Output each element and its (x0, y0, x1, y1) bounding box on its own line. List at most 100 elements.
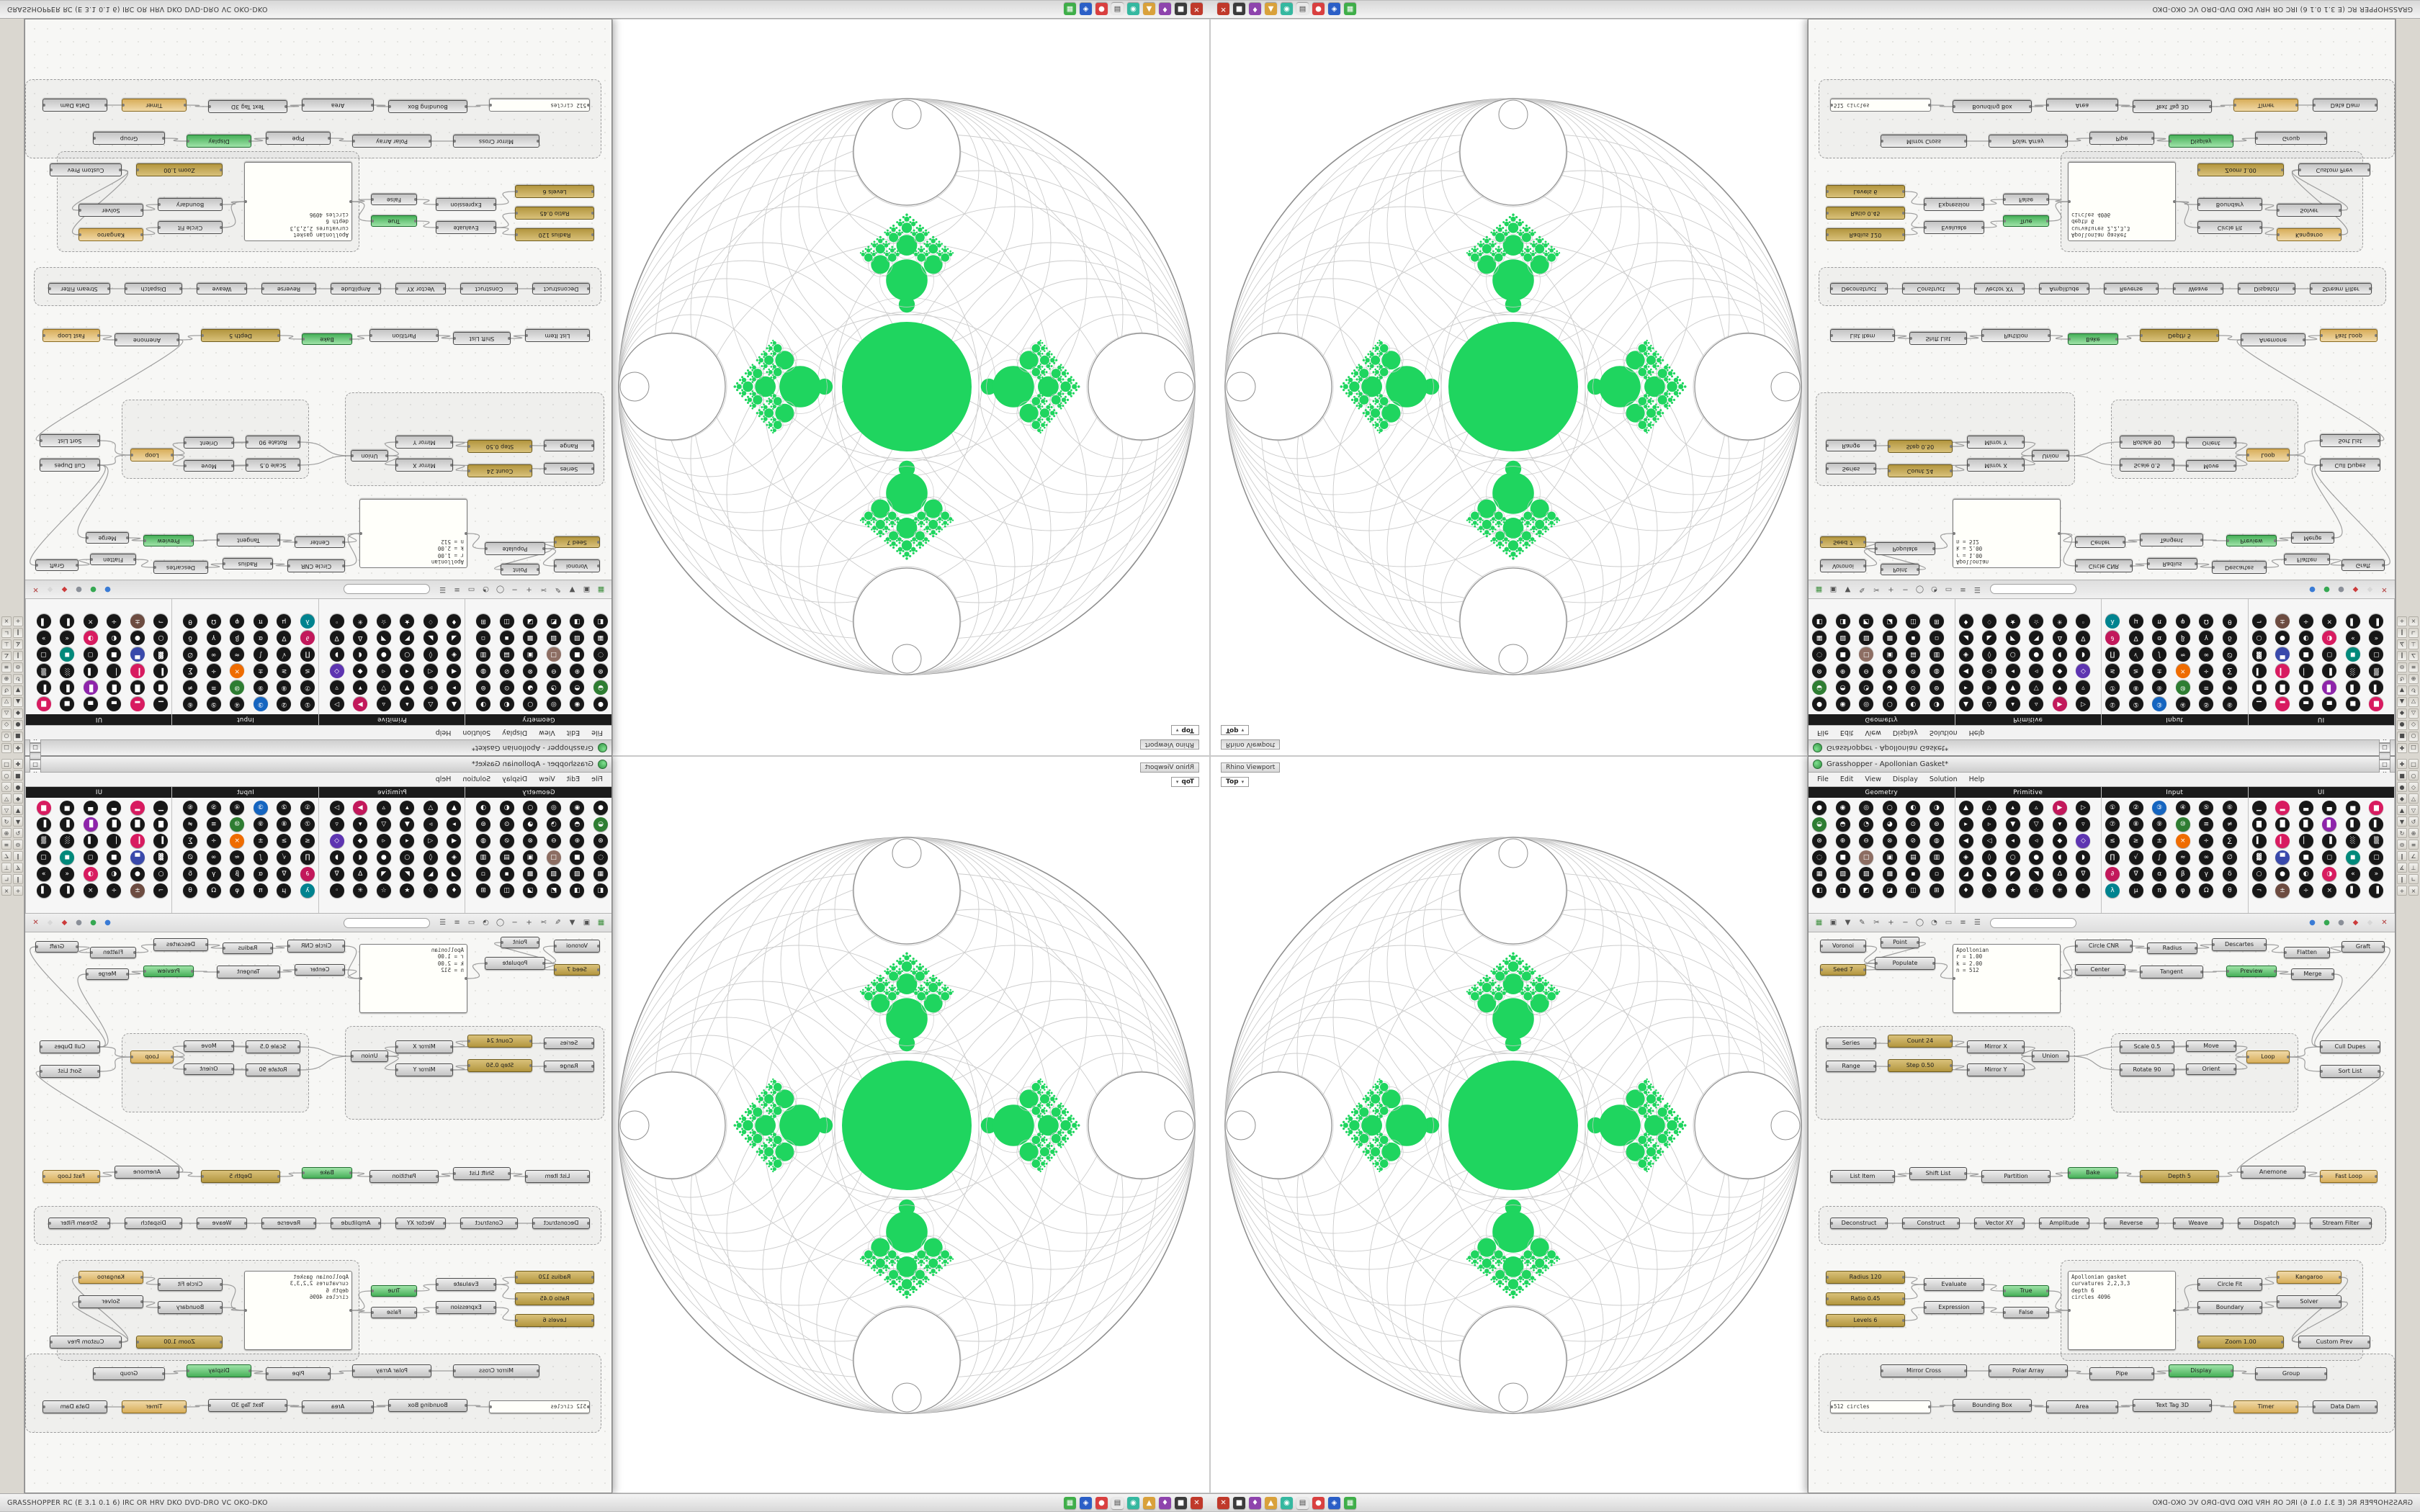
gh-component[interactable]: Stream Filter (2310, 1218, 2372, 1229)
gh-component[interactable]: Range (544, 440, 594, 451)
palette-icon[interactable]: ∅ (183, 647, 198, 662)
palette-icon[interactable]: ◒ (593, 817, 608, 832)
gh-component[interactable]: Expression (1924, 198, 1984, 211)
gh-component[interactable]: Loop (130, 449, 174, 462)
palette-icon[interactable]: ◻ (2322, 850, 2337, 865)
palette-icon[interactable]: ● (376, 850, 391, 865)
gh-component[interactable]: Depth 5 (201, 329, 280, 342)
palette-icon[interactable]: ⊛ (593, 664, 608, 678)
gh-component[interactable]: Sort List (2320, 434, 2380, 447)
palette-icon[interactable]: ▅ (2345, 697, 2360, 711)
gh-component[interactable]: Graft (35, 559, 79, 571)
taskbar-icon-orange-app[interactable]: ▲ (1265, 3, 1277, 16)
palette-icon[interactable]: β (2175, 867, 2190, 881)
palette-icon[interactable]: ▇ (2251, 817, 2267, 832)
palette-icon[interactable]: ⑦ (300, 817, 315, 832)
palette-icon[interactable]: ⑨ (2152, 817, 2167, 832)
palette-tab-geometry[interactable]: Geometry (465, 787, 611, 798)
gh-component[interactable]: Custom Prev (2298, 1336, 2370, 1349)
palette-icon[interactable]: ✳ (353, 883, 368, 898)
sidebar-tool-icon[interactable]: ○ (1, 732, 12, 742)
palette-icon[interactable]: ◢ (1958, 631, 1973, 645)
palette-icon[interactable]: ◪ (1882, 883, 1897, 898)
maximize-button[interactable]: □ (30, 760, 41, 769)
palette-icon[interactable]: ▸ (1958, 817, 1973, 832)
palette-icon[interactable]: ▃ (2298, 697, 2313, 711)
palette-icon[interactable]: ▲ (447, 697, 462, 711)
palette-icon[interactable]: ◧ (1812, 883, 1827, 898)
taskbar-icon-blue-app[interactable]: ◈ (1080, 3, 1092, 16)
palette-tab-primitive[interactable]: Primitive (1955, 787, 2101, 798)
taskbar-icon-blue-app[interactable]: ◈ (1328, 1496, 1340, 1509)
toolbar-icon[interactable]: + (1888, 919, 1894, 927)
gh-component[interactable]: Scale 0.5 (246, 459, 300, 472)
palette-icon[interactable]: ± (2152, 664, 2167, 678)
palette-icon[interactable]: ░ (60, 834, 75, 848)
taskbar-icon-orange-app[interactable]: ▲ (1143, 1496, 1155, 1509)
grasshopper-titlebar[interactable]: Grasshopper - Apollonian Gasket* –□✕ (25, 756, 611, 778)
gh-component[interactable]: Shift List (1909, 1167, 1967, 1180)
gh-component[interactable]: Zoom 1.00 (2197, 1336, 2284, 1349)
gh-component[interactable]: Pipe (266, 132, 331, 145)
preview-mode-icon[interactable]: ◆ (61, 585, 68, 593)
gh-component[interactable]: 512 circles (489, 1400, 590, 1413)
palette-icon[interactable]: ⊚ (1929, 680, 1944, 695)
palette-icon[interactable]: ▨ (546, 867, 561, 881)
node-canvas[interactable]: Voronoi Point Populate Seed 7 Apollonian r =… (25, 932, 611, 1493)
palette-icon[interactable]: ◧ (1812, 614, 1827, 629)
palette-icon[interactable]: ∆ (2052, 867, 2067, 881)
palette-icon[interactable]: λ (300, 614, 315, 629)
palette-icon[interactable]: ⊚ (1929, 817, 1944, 832)
preview-mode-icon[interactable]: ● (90, 919, 97, 927)
palette-icon[interactable]: γ (2199, 631, 2214, 645)
taskbar-icon-green-grid[interactable]: ▦ (1344, 1496, 1356, 1509)
taskbar-icon-light-app[interactable]: ▤ (1296, 1496, 1309, 1509)
toolbar-icon[interactable]: ✎ (1859, 585, 1865, 593)
sidebar-tool-icon[interactable]: ⊥ (1, 863, 12, 873)
palette-icon[interactable]: ▽ (2029, 680, 2044, 695)
gh-component[interactable]: Union (2032, 1050, 2069, 1062)
gh-component[interactable]: Solver (79, 1295, 143, 1308)
taskbar-icon-dark-app[interactable]: ■ (1175, 1496, 1187, 1509)
palette-icon[interactable]: △ (423, 697, 438, 711)
gh-component[interactable]: Ratio 0.45 (1826, 1292, 1905, 1305)
sidebar-tool-icon[interactable]: ↺ (2408, 816, 2419, 827)
gh-component[interactable]: Vector XY (395, 1218, 446, 1229)
palette-icon[interactable]: » (36, 631, 51, 645)
palette-icon[interactable]: ▀ (2275, 647, 2290, 662)
palette-icon[interactable]: ▣ (523, 850, 538, 865)
sidebar-tool-icon[interactable]: ∥ (2397, 628, 2407, 638)
palette-icon[interactable]: ≥ (2128, 834, 2143, 848)
palette-icon[interactable]: ▾ (353, 817, 368, 832)
gh-component[interactable]: Union (351, 1050, 388, 1062)
gh-component[interactable]: Scale 0.5 (2120, 459, 2174, 472)
sidebar-tool-icon[interactable]: △ (2408, 708, 2419, 719)
minimize-button[interactable]: – (2379, 756, 2390, 760)
gh-component[interactable]: Deconstruct (532, 1218, 590, 1229)
palette-icon[interactable]: ▽ (376, 817, 391, 832)
gh-component[interactable]: Display (187, 1364, 251, 1377)
gh-component[interactable]: Radius (223, 942, 273, 954)
palette-icon[interactable]: θ (183, 614, 198, 629)
palette-icon[interactable]: ◔ (1859, 680, 1874, 695)
palette-icon[interactable]: ◐ (499, 697, 514, 711)
gh-component[interactable]: Step 0.50 (467, 1059, 532, 1072)
palette-icon[interactable]: ○ (153, 867, 169, 881)
sidebar-tool-icon[interactable]: × (2408, 616, 2419, 626)
palette-tab-primitive[interactable]: Primitive (319, 714, 465, 725)
sidebar-tool-icon[interactable]: ∠ (1, 651, 12, 661)
palette-icon[interactable]: ⊙ (1906, 680, 1921, 695)
palette-icon[interactable]: ∑ (2222, 834, 2237, 848)
palette-icon[interactable]: θ (2222, 614, 2237, 629)
gh-component[interactable]: Populate (485, 542, 545, 555)
palette-icon[interactable]: ◌ (1812, 647, 1827, 662)
maximize-button[interactable]: □ (2379, 760, 2390, 769)
gh-component[interactable]: Range (1826, 440, 1876, 451)
gh-component[interactable]: Anemone (115, 333, 179, 346)
palette-icon[interactable]: ⊞ (1929, 614, 1944, 629)
gh-component[interactable]: Stream Filter (48, 283, 110, 294)
gh-component[interactable]: Circle Fit (2197, 1278, 2262, 1291)
palette-icon[interactable]: ◗ (329, 850, 344, 865)
sidebar-tool-icon[interactable]: ◆ (2397, 793, 2407, 804)
gh-component[interactable]: Radius 120 (1826, 1271, 1905, 1284)
